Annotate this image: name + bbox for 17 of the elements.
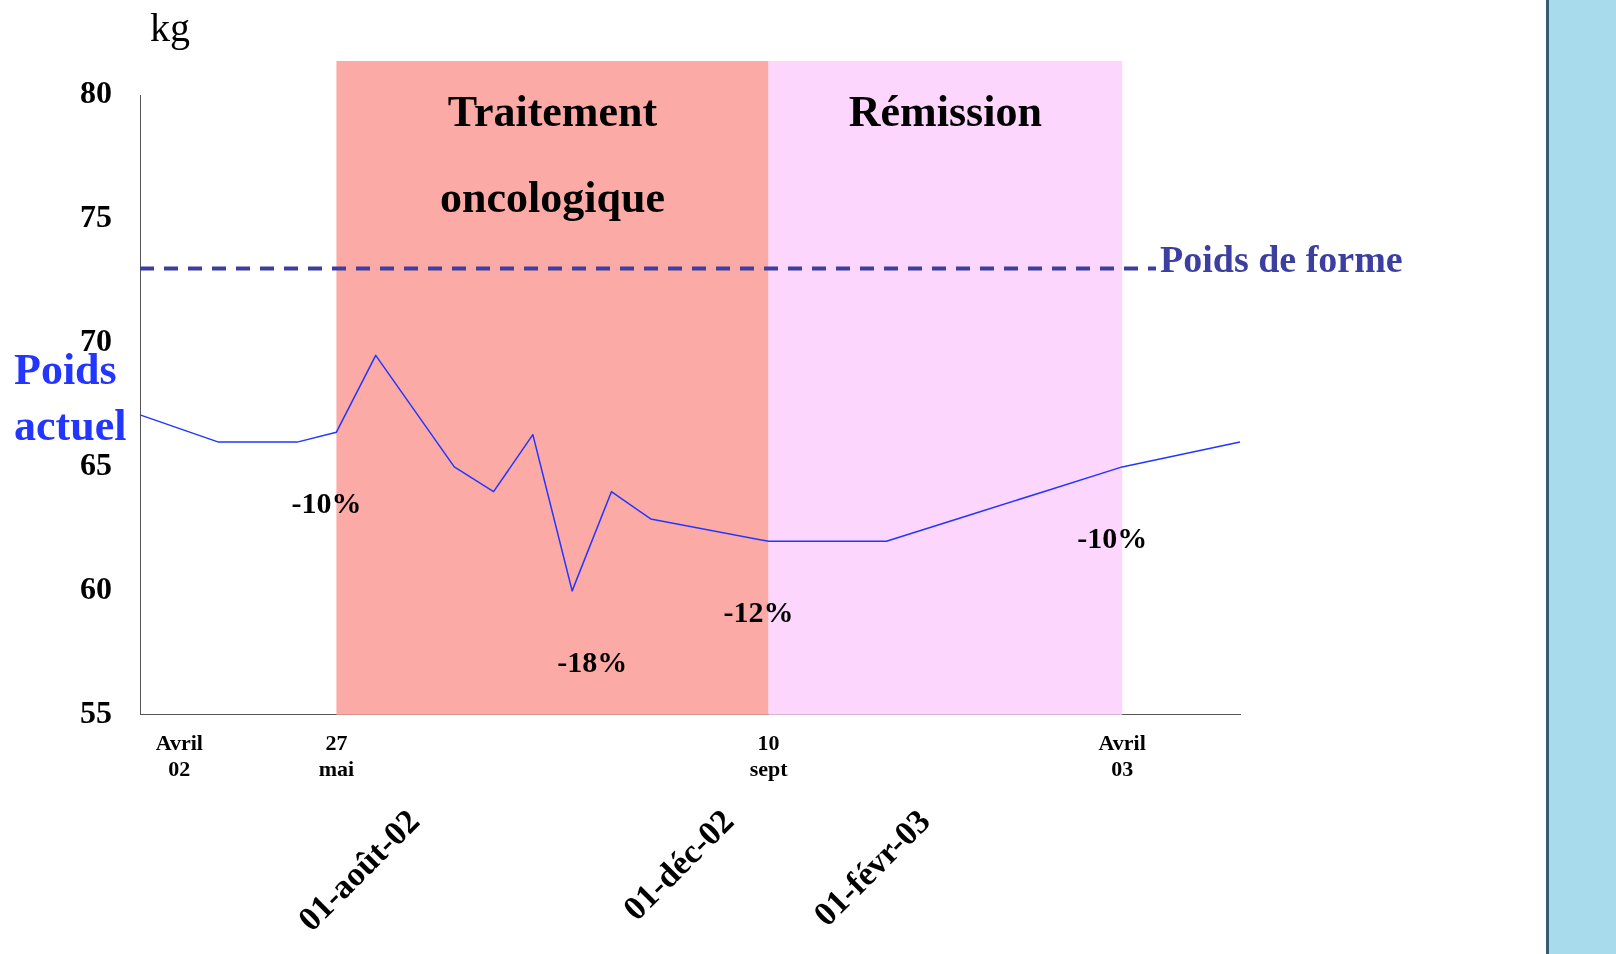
y-tick-label: 60 (80, 570, 112, 607)
annotation: -10% (291, 485, 362, 519)
x-tick-label: Avril 03 (1098, 729, 1146, 782)
annotation: -18% (557, 644, 628, 678)
x-tick-label: Avril 02 (155, 729, 203, 782)
y-tick-label: 55 (80, 694, 112, 731)
y-tick-label: 65 (80, 446, 112, 483)
ref-line-label: Poids de forme (1160, 238, 1403, 281)
x-tick-label: 10 sept (749, 729, 789, 782)
y-tick-label: 75 (80, 198, 112, 235)
y-axis-title: kg (150, 4, 190, 50)
x-tick-label: 27 mai (318, 729, 355, 782)
y-tick-label: 80 (80, 74, 112, 111)
annotation: -10% (1077, 520, 1148, 554)
band-label: Traitement oncologique (440, 87, 665, 223)
band-label: Rémission (848, 87, 1042, 137)
annotation: -12% (723, 595, 794, 629)
